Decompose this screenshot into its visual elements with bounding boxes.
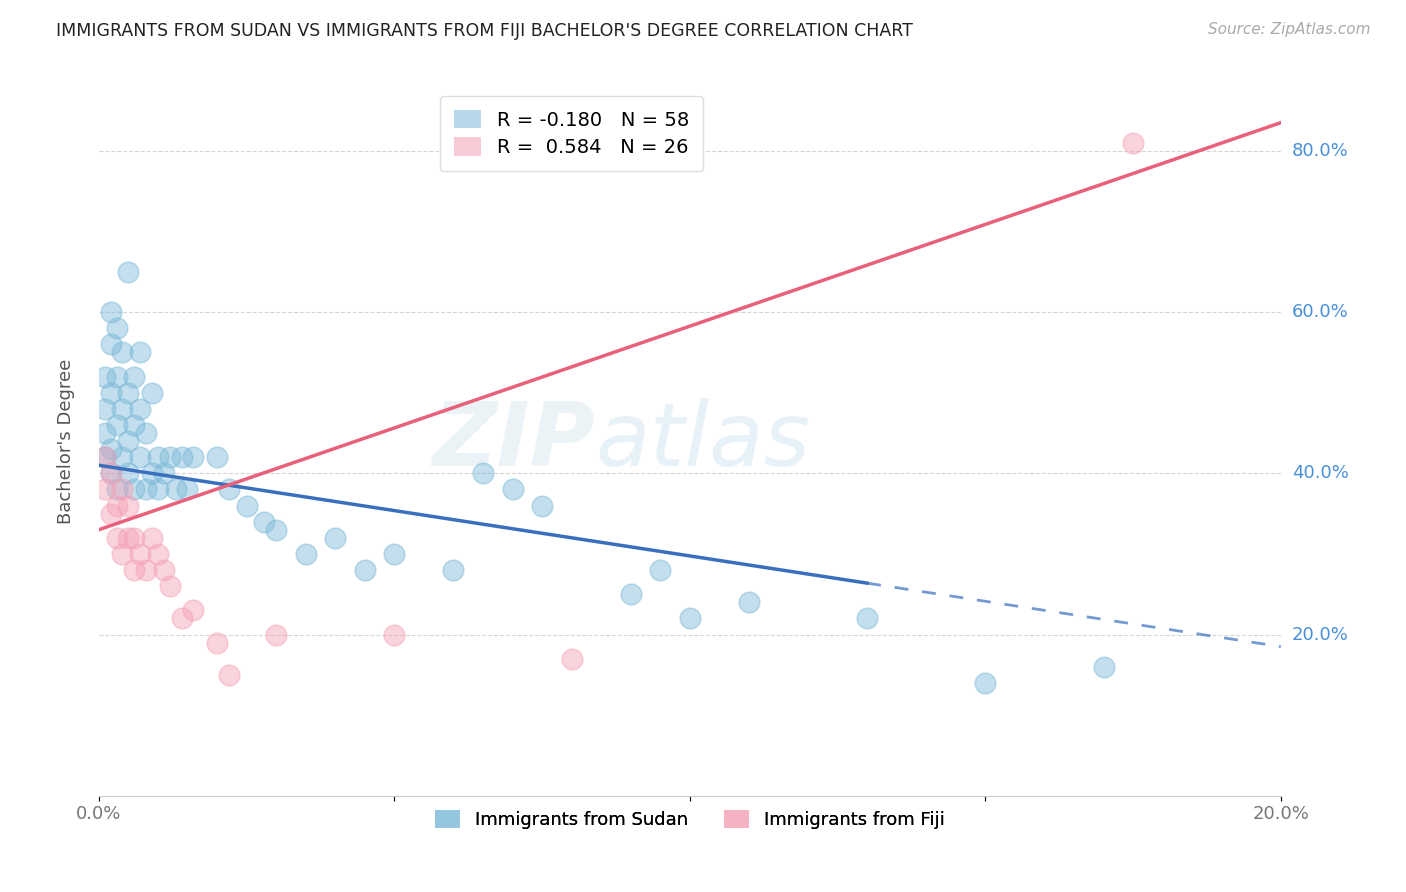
Point [117, 499, 139, 513]
Point [93, 450, 115, 465]
Text: atlas: atlas [595, 398, 810, 484]
Point [105, 369, 128, 384]
Point [135, 425, 157, 440]
Point [100, 337, 122, 351]
Point [93, 401, 115, 416]
Point [105, 321, 128, 335]
Point [111, 547, 134, 561]
Point [382, 627, 405, 641]
Point [205, 450, 228, 465]
Point [93, 369, 115, 384]
Point [129, 547, 152, 561]
Point [218, 668, 240, 682]
Y-axis label: Bachelor's Degree: Bachelor's Degree [58, 359, 75, 524]
Point [93, 483, 115, 497]
Point [135, 483, 157, 497]
Point [382, 547, 405, 561]
Point [738, 595, 761, 609]
Point [146, 547, 169, 561]
Point [117, 385, 139, 400]
Text: Source: ZipAtlas.com: Source: ZipAtlas.com [1208, 22, 1371, 37]
Point [100, 305, 122, 319]
Point [679, 611, 702, 625]
Point [159, 450, 181, 465]
Text: 60.0%: 60.0% [1292, 303, 1348, 321]
Point [531, 499, 554, 513]
Point [561, 651, 583, 665]
Point [105, 531, 128, 545]
Point [502, 483, 524, 497]
Point [117, 265, 139, 279]
Point [159, 579, 181, 593]
Point [117, 467, 139, 481]
Point [253, 515, 276, 529]
Point [471, 467, 494, 481]
Point [170, 450, 193, 465]
Point [153, 467, 176, 481]
Text: 80.0%: 80.0% [1292, 142, 1348, 160]
Point [111, 483, 134, 497]
Point [111, 345, 134, 359]
Point [218, 483, 240, 497]
Point [146, 450, 169, 465]
Point [146, 483, 169, 497]
Point [100, 467, 122, 481]
Point [620, 587, 643, 601]
Point [183, 450, 205, 465]
Point [235, 499, 257, 513]
Text: 20.0%: 20.0% [1292, 625, 1348, 643]
Point [1122, 136, 1144, 150]
Point [141, 531, 163, 545]
Point [141, 467, 163, 481]
Point [129, 450, 152, 465]
Point [105, 499, 128, 513]
Point [100, 467, 122, 481]
Point [122, 369, 145, 384]
Point [105, 483, 128, 497]
Point [294, 547, 316, 561]
Point [650, 563, 672, 577]
Point [122, 483, 145, 497]
Point [323, 531, 346, 545]
Point [135, 563, 157, 577]
Point [100, 385, 122, 400]
Point [100, 507, 122, 521]
Point [129, 401, 152, 416]
Point [100, 442, 122, 456]
Point [165, 483, 187, 497]
Point [141, 385, 163, 400]
Text: 40.0%: 40.0% [1292, 465, 1348, 483]
Point [105, 417, 128, 432]
Point [353, 563, 375, 577]
Point [170, 611, 193, 625]
Point [205, 635, 228, 649]
Point [117, 531, 139, 545]
Point [183, 603, 205, 617]
Point [441, 563, 464, 577]
Point [111, 401, 134, 416]
Point [153, 563, 176, 577]
Text: IMMIGRANTS FROM SUDAN VS IMMIGRANTS FROM FIJI BACHELOR'S DEGREE CORRELATION CHAR: IMMIGRANTS FROM SUDAN VS IMMIGRANTS FROM… [56, 22, 912, 40]
Point [122, 563, 145, 577]
Point [176, 483, 198, 497]
Point [117, 434, 139, 448]
Legend: Immigrants from Sudan, Immigrants from Fiji: Immigrants from Sudan, Immigrants from F… [427, 803, 952, 837]
Point [264, 523, 287, 537]
Point [1092, 660, 1115, 674]
Point [122, 531, 145, 545]
Point [856, 611, 879, 625]
Text: ZIP: ZIP [433, 398, 595, 484]
Point [129, 345, 152, 359]
Point [122, 417, 145, 432]
Point [264, 627, 287, 641]
Point [974, 676, 997, 690]
Point [93, 450, 115, 465]
Point [111, 450, 134, 465]
Point [93, 425, 115, 440]
